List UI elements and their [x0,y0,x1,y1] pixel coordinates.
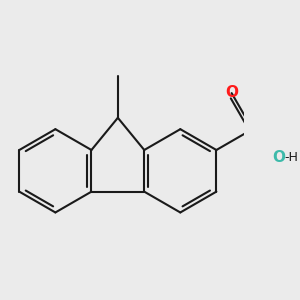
Text: O: O [272,150,285,165]
Text: -H: -H [285,151,299,164]
Text: O: O [225,85,238,100]
